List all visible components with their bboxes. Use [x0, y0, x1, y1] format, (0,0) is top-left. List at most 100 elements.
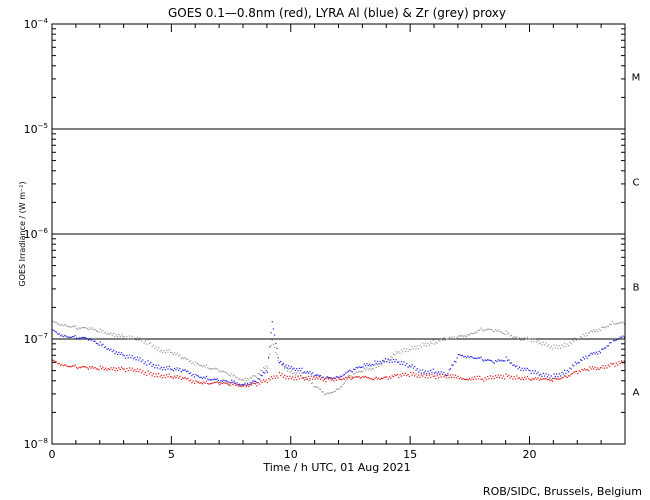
series-point	[445, 377, 448, 379]
series-point	[372, 368, 375, 370]
series-point	[529, 370, 531, 372]
series-point	[445, 374, 448, 377]
series-point	[431, 342, 433, 345]
series-point	[95, 330, 97, 332]
series-point	[321, 391, 323, 393]
series-point	[306, 378, 308, 380]
series-point	[609, 365, 611, 367]
series-point	[621, 322, 623, 324]
series-point	[329, 392, 331, 394]
series-point	[521, 367, 523, 369]
y-tick-label: 10−6	[24, 227, 49, 241]
series-point	[216, 367, 218, 370]
series-point	[55, 331, 58, 333]
series-point	[147, 360, 149, 362]
series-point	[423, 373, 425, 375]
series-point	[296, 379, 298, 381]
series-point	[371, 363, 373, 366]
series-point	[481, 378, 483, 380]
series-point	[455, 338, 457, 340]
series-point	[232, 383, 234, 386]
series-point	[220, 380, 222, 382]
series-point	[453, 376, 455, 379]
series-point	[175, 369, 177, 371]
series-point	[375, 363, 377, 365]
series-point	[402, 372, 404, 374]
series-point	[509, 335, 511, 337]
series-point	[250, 382, 253, 384]
series-point	[465, 378, 467, 381]
series-point	[594, 353, 596, 355]
series-point	[237, 383, 239, 386]
series-point	[412, 367, 414, 369]
series-point	[601, 326, 603, 328]
series-point	[465, 357, 468, 359]
series-point	[81, 366, 83, 368]
series-point	[342, 374, 344, 376]
series-point	[561, 377, 563, 379]
series-point	[107, 332, 109, 334]
series-point	[219, 371, 221, 373]
series-point	[436, 375, 438, 377]
series-point	[500, 331, 502, 333]
series-point	[358, 376, 360, 378]
series-point	[144, 361, 147, 363]
series-point	[334, 390, 336, 392]
series-point	[371, 367, 373, 370]
series-point	[444, 375, 446, 377]
series-point	[52, 320, 54, 322]
series-point	[171, 376, 173, 378]
series-point	[476, 331, 478, 333]
series-point	[240, 379, 242, 381]
series-point	[276, 347, 278, 350]
series-point	[97, 343, 99, 345]
series-point	[545, 378, 547, 380]
series-point	[95, 342, 97, 344]
series-point	[62, 325, 64, 327]
series-point	[606, 367, 608, 369]
series-point	[289, 367, 291, 369]
series-point	[583, 358, 586, 360]
series-point	[207, 382, 209, 385]
series-point	[148, 343, 151, 345]
series-point	[437, 339, 440, 341]
series-point	[532, 370, 534, 372]
series-point	[589, 331, 591, 334]
series-point	[513, 376, 515, 378]
series-point	[359, 371, 361, 373]
series-point	[166, 374, 168, 376]
series-point	[437, 377, 440, 379]
series-points	[52, 359, 626, 388]
series-point	[518, 366, 521, 368]
series-point	[483, 380, 485, 382]
series-point	[432, 339, 434, 341]
series-point	[114, 369, 116, 372]
series-point	[58, 362, 60, 365]
series-point	[158, 364, 160, 366]
series-point	[430, 376, 432, 378]
series-point	[196, 375, 198, 377]
series-point	[70, 326, 72, 328]
series-point	[94, 328, 96, 331]
series-point	[176, 352, 178, 354]
series-point	[289, 375, 291, 377]
series-point	[427, 342, 429, 344]
series-point	[618, 361, 620, 363]
series-point	[452, 337, 454, 340]
series-point	[181, 369, 184, 371]
series-point	[66, 325, 68, 327]
series-point	[52, 359, 54, 361]
series-point	[188, 372, 190, 375]
series-point	[87, 339, 90, 341]
series-point	[281, 363, 283, 366]
series-point	[103, 346, 105, 349]
series-point	[241, 383, 243, 386]
series-point	[396, 352, 399, 354]
series-point	[139, 337, 141, 339]
series-point	[376, 363, 379, 366]
series-point	[611, 338, 613, 340]
series-point	[492, 330, 494, 332]
series-point	[109, 333, 111, 336]
series-point	[82, 327, 84, 329]
series-point	[546, 379, 548, 381]
